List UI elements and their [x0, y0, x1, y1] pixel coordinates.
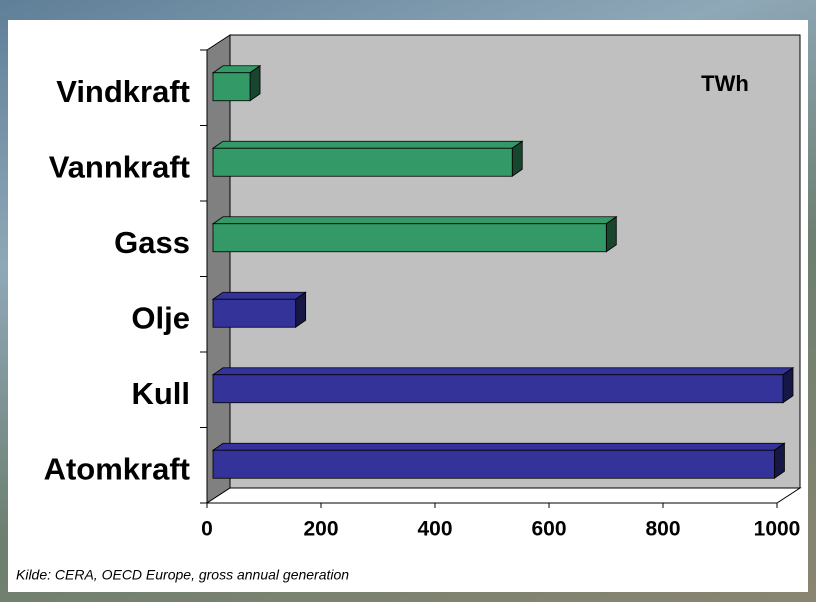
- y-tick-label: Atomkraft: [44, 451, 190, 486]
- bar-top: [211, 291, 307, 300]
- annotation: TWh: [701, 71, 749, 96]
- source-note: Kilde: CERA, OECD Europe, gross annual g…: [16, 567, 349, 583]
- y-tick-label: Vindkraft: [56, 74, 190, 109]
- y-tick-label: Olje: [131, 300, 190, 335]
- x-tick-label: 0: [201, 518, 213, 541]
- bar: [212, 223, 607, 253]
- x-tick-label: 1000: [754, 518, 801, 541]
- floor: [205, 487, 802, 504]
- bar-top: [211, 140, 524, 149]
- bar: [212, 449, 775, 479]
- y-tick-label: Gass: [114, 225, 190, 260]
- bar: [212, 147, 513, 177]
- x-tick-label: 200: [303, 518, 338, 541]
- y-tick-label: Kull: [131, 376, 190, 411]
- back-wall: [229, 34, 801, 489]
- bar: [212, 298, 297, 328]
- side-wall: [206, 34, 231, 504]
- bar-top: [211, 216, 618, 225]
- bar-top: [211, 367, 795, 376]
- x-tick-label: 600: [531, 518, 566, 541]
- y-tick-label: Vannkraft: [49, 149, 190, 184]
- x-tick-label: 800: [645, 518, 680, 541]
- bar-top: [211, 442, 786, 451]
- x-tick-label: 400: [417, 518, 452, 541]
- bar: [212, 374, 784, 404]
- bar: [212, 72, 251, 102]
